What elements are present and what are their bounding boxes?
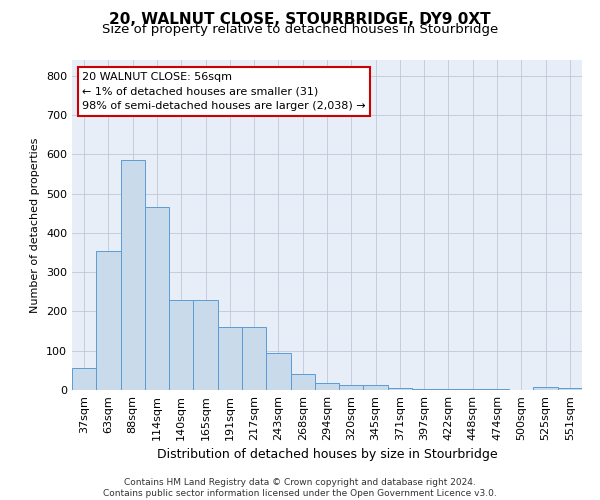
Bar xyxy=(364,386,388,390)
Y-axis label: Number of detached properties: Number of detached properties xyxy=(31,138,40,312)
Bar xyxy=(72,368,96,390)
Bar xyxy=(121,160,145,390)
Bar xyxy=(461,389,485,390)
Text: Size of property relative to detached houses in Stourbridge: Size of property relative to detached ho… xyxy=(102,22,498,36)
Bar xyxy=(193,300,218,390)
Bar xyxy=(242,327,266,390)
Bar xyxy=(290,374,315,390)
Bar xyxy=(485,389,509,390)
Bar xyxy=(412,389,436,390)
Bar xyxy=(436,389,461,390)
Bar xyxy=(169,300,193,390)
Bar xyxy=(558,388,582,390)
X-axis label: Distribution of detached houses by size in Stourbridge: Distribution of detached houses by size … xyxy=(157,448,497,462)
Bar xyxy=(218,327,242,390)
Text: 20, WALNUT CLOSE, STOURBRIDGE, DY9 0XT: 20, WALNUT CLOSE, STOURBRIDGE, DY9 0XT xyxy=(109,12,491,28)
Bar xyxy=(145,208,169,390)
Bar xyxy=(339,384,364,390)
Text: 20 WALNUT CLOSE: 56sqm
← 1% of detached houses are smaller (31)
98% of semi-deta: 20 WALNUT CLOSE: 56sqm ← 1% of detached … xyxy=(82,72,366,111)
Bar xyxy=(315,383,339,390)
Bar xyxy=(388,388,412,390)
Bar xyxy=(266,352,290,390)
Bar xyxy=(96,250,121,390)
Text: Contains HM Land Registry data © Crown copyright and database right 2024.
Contai: Contains HM Land Registry data © Crown c… xyxy=(103,478,497,498)
Bar xyxy=(533,387,558,390)
